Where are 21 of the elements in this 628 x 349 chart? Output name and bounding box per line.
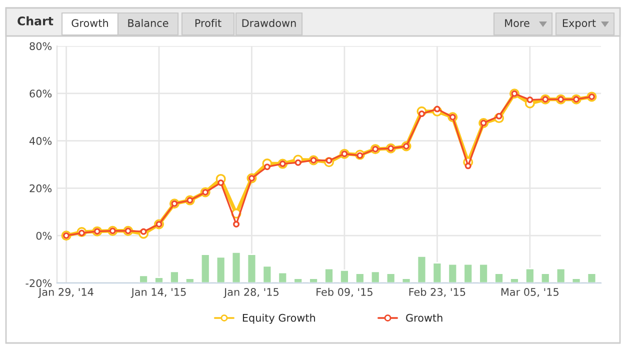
y-tick-label: 40% (29, 137, 52, 145)
x-tick-label: Feb 23, '15 (409, 288, 466, 297)
text: Profit (195, 18, 222, 28)
x-tick-label: Feb 09, '15 (316, 288, 372, 297)
text: Balance (128, 18, 168, 28)
text: Drawdown (242, 18, 296, 28)
y-tick-label: -20% (26, 279, 52, 288)
y-tick-label: 80% (30, 42, 52, 50)
y-tick-label: 20% (30, 184, 52, 192)
text: Export (562, 19, 596, 30)
y-tick-label: 0% (36, 232, 52, 240)
y-tick-label: 60% (30, 90, 52, 98)
x-tick-label: Mar 05, '15 (501, 288, 558, 297)
x-tick-label: Jan 29, '14 (38, 288, 94, 298)
chart-title: Chart (18, 16, 54, 26)
text: Growth (72, 18, 108, 28)
legend-label: Growth (406, 314, 442, 322)
text: More (505, 19, 530, 28)
legend-label: Equity Growth (242, 314, 315, 324)
x-tick-label: Jan 14, '15 (130, 288, 186, 298)
x-tick-label: Jan 28, '15 (224, 288, 278, 298)
